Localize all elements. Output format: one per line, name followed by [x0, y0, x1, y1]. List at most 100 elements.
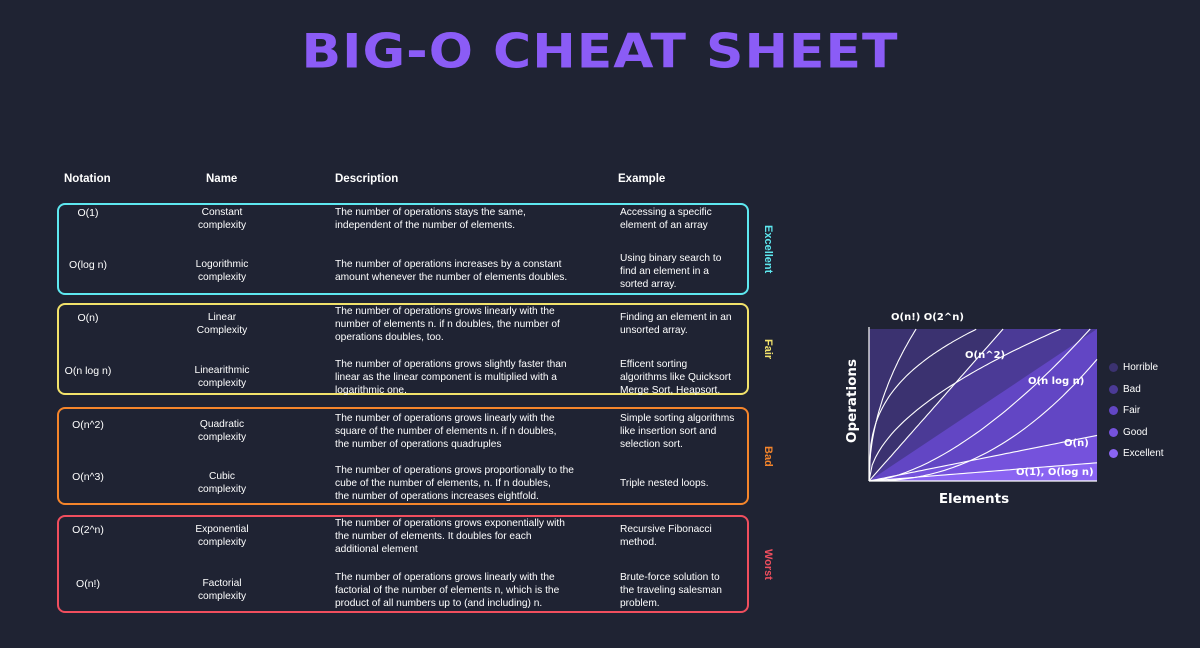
- row-description-line: The number of operations grows linearly …: [335, 305, 555, 317]
- row-name: Constant complexity: [172, 206, 272, 232]
- row-notation-line: O(n^3): [72, 470, 104, 483]
- legend-label: Horrible: [1123, 362, 1159, 374]
- row-name: Factorial complexity: [172, 577, 272, 603]
- curve-label-top: O(n!) O(2^n): [891, 312, 964, 323]
- y-axis-label: Operations: [844, 359, 860, 443]
- group-box-worst: [57, 515, 749, 613]
- row-example: Efficent sorting algorithms like Quicksor…: [620, 358, 750, 397]
- row-description: The number of operations grows slightly …: [335, 358, 605, 397]
- row-description-line: cube of the number of elements, n. If n …: [335, 477, 551, 489]
- row-example-line: Merge Sort, Heapsort.: [620, 384, 721, 396]
- header-notation: Notation: [64, 173, 111, 185]
- row-description: The number of operations grows proportio…: [335, 464, 605, 503]
- row-example: Accessing a specific element of an array: [620, 206, 750, 232]
- legend-label: Fair: [1123, 405, 1141, 417]
- curve-label-quadratic: O(n^2): [965, 350, 1005, 361]
- row-description: The number of operations grows linearly …: [335, 571, 605, 610]
- row-description-line: linear as the linear component is multip…: [335, 371, 557, 383]
- group-label-bad: Bad: [762, 445, 774, 467]
- row-name-line: complexity: [197, 591, 247, 602]
- row-notation: O(n^3): [57, 471, 119, 484]
- quadratic-curve-line: [868, 328, 1091, 482]
- row-notation: O(n): [57, 312, 119, 325]
- row-name-line: complexity: [197, 484, 247, 495]
- row-description-line: the number of elements. It doubles for e…: [335, 530, 532, 542]
- row-notation: O(1): [57, 207, 119, 220]
- row-description-line: independent of the number of elements.: [335, 220, 516, 231]
- header-description: Description: [335, 173, 399, 185]
- row-example-line: Brute-force solution to: [620, 571, 720, 583]
- row-notation-line: O(n): [77, 311, 99, 324]
- row-description-line: logarithmic one.: [335, 384, 407, 396]
- row-name-line: complexity: [197, 220, 247, 231]
- legend-dot-icon: [1109, 427, 1118, 437]
- row-example-line: selection sort.: [620, 438, 683, 450]
- const-curve-line: [868, 462, 1098, 482]
- row-description-line: the number of operations quadruples: [335, 438, 502, 450]
- group-box-excellent: [57, 203, 749, 295]
- row-name-line: Constant: [201, 207, 243, 218]
- row-name-line: complexity: [197, 378, 247, 389]
- row-example-line: Finding an element in an: [620, 312, 732, 323]
- legend-item: Excellent: [1109, 443, 1164, 465]
- row-example-line: problem.: [620, 597, 660, 609]
- row-description-line: The number of operations grows linearly …: [335, 571, 555, 583]
- row-name-line: Linearithmic: [194, 365, 250, 376]
- page-title: BIG-O CHEAT SHEET: [301, 25, 899, 79]
- row-example: Triple nested loops.: [620, 477, 750, 490]
- row-example: Recursive Fibonacci method.: [620, 523, 750, 549]
- row-notation-line: O(n log n): [64, 364, 112, 377]
- group-label-excellent: Excellent: [762, 224, 774, 274]
- row-name-line: Logorithmic: [195, 259, 249, 270]
- group-label-fair: Fair: [762, 338, 774, 360]
- row-name-line: Linear: [207, 312, 237, 323]
- row-notation-line: O(log n): [69, 258, 107, 271]
- curve-label-linear: O(n): [1064, 438, 1089, 449]
- row-description-line: The number of operations grows proportio…: [335, 464, 574, 476]
- row-description-line: The number of operations increases by a …: [335, 259, 562, 270]
- row-description-line: square of the number of elements n. if n…: [335, 425, 557, 437]
- row-name-line: Complexity: [196, 325, 248, 336]
- x-axis-label: Elements: [939, 491, 1009, 507]
- row-description: The number of operations stays the same,…: [335, 206, 605, 232]
- row-example-line: sorted array.: [620, 278, 677, 290]
- row-name: Linearithmic complexity: [172, 364, 272, 390]
- curve-label-nlogn: O(n log n): [1028, 376, 1084, 387]
- row-name: Logorithmic complexity: [172, 258, 272, 284]
- steep-curve-line: [868, 328, 977, 482]
- row-description: The number of operations grows linearly …: [335, 305, 605, 344]
- row-example-line: Triple nested loops.: [620, 477, 709, 489]
- row-name-line: Quadratic: [199, 419, 245, 430]
- row-description-line: number of elements n. if n doubles, the …: [335, 318, 560, 330]
- row-name-line: Cubic: [208, 471, 236, 482]
- row-notation-line: O(n^2): [72, 418, 104, 431]
- row-example: Simple sorting algorithms like insertion …: [620, 412, 750, 451]
- row-description-line: amount whenever the number of elements d…: [335, 272, 568, 283]
- row-description-line: additional element: [335, 543, 418, 555]
- row-description-line: The number of operations grows linearly …: [335, 412, 555, 424]
- legend-label: Excellent: [1123, 448, 1164, 460]
- row-name-line: Exponential: [195, 524, 249, 535]
- row-description-line: factorial of the number of elements n, w…: [335, 584, 560, 596]
- row-description: The number of operations grows linearly …: [335, 412, 605, 451]
- row-description: The number of operations increases by a …: [335, 258, 605, 284]
- region-fair: [869, 329, 1097, 481]
- curve-label-const: O(1), O(log n): [1016, 467, 1094, 478]
- row-example-line: Simple sorting algorithms: [620, 412, 735, 424]
- row-description-line: product of all numbers up to (and includ…: [335, 597, 543, 609]
- chart-legend: Horrible Bad Fair Good Excellent: [1109, 357, 1164, 465]
- row-example: Using binary search to find an element in…: [620, 252, 750, 291]
- legend-item: Good: [1109, 422, 1164, 444]
- row-example-line: Using binary search to: [620, 252, 722, 264]
- steep-curve-line: [868, 328, 1061, 482]
- row-description-line: The number of operations grows exponenti…: [335, 517, 565, 529]
- group-box-fair: [57, 303, 749, 395]
- steep-curve-line: [868, 328, 1004, 482]
- row-example-line: Recursive Fibonacci: [620, 524, 712, 535]
- legend-dot-icon: [1109, 363, 1118, 373]
- row-notation: O(log n): [57, 259, 119, 272]
- row-name: Quadratic complexity: [172, 418, 272, 444]
- group-label-worst: Worst: [762, 548, 774, 580]
- row-example-line: element of an array: [620, 220, 708, 231]
